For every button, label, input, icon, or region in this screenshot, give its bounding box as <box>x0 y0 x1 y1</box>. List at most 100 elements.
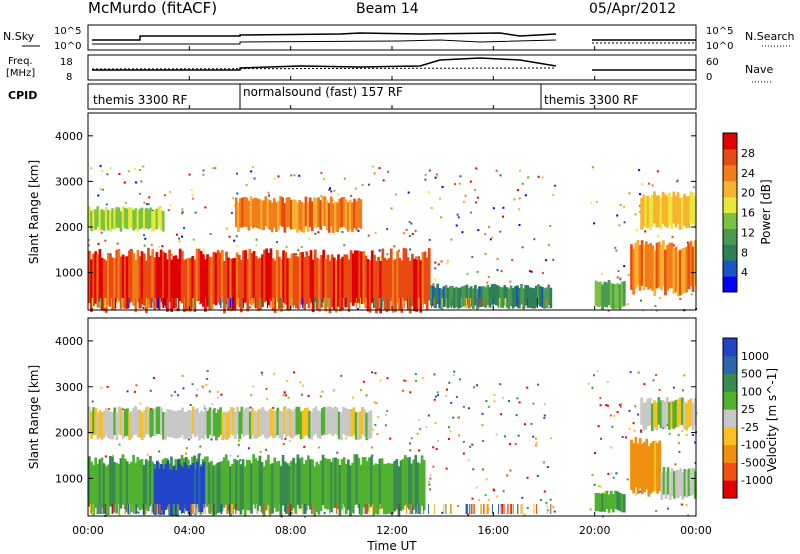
echo-cell <box>113 407 117 435</box>
echo-cell <box>649 243 652 289</box>
echo-cell <box>218 252 222 305</box>
scatter-cell <box>628 427 631 430</box>
echo-cell <box>351 253 355 306</box>
scatter-cell <box>108 408 111 411</box>
echo-cell <box>258 455 262 507</box>
ground-scatter-cell <box>111 504 113 514</box>
scatter-cell <box>603 491 606 494</box>
echo-cell <box>281 454 285 506</box>
scatter-cell <box>597 425 600 428</box>
ground-scatter-cell <box>251 298 253 308</box>
echo-cell <box>210 256 214 310</box>
scatter-cell <box>414 229 417 232</box>
scatter-cell <box>321 390 324 393</box>
scatter-cell <box>457 434 460 437</box>
echo-cell <box>102 463 106 514</box>
scatter-cell <box>610 446 613 449</box>
ground-scatter-cell <box>158 504 160 514</box>
echo-cell <box>243 466 247 517</box>
colorbar-segment <box>723 228 737 245</box>
scatter-cell <box>427 191 430 194</box>
echo-cell <box>140 207 144 229</box>
echo-cell <box>302 463 306 515</box>
echo-cell <box>403 455 407 506</box>
echo-cell <box>117 463 121 515</box>
echo-cell <box>216 462 220 514</box>
echo-cell <box>406 257 410 310</box>
scatter-cell <box>596 370 599 373</box>
echo-cell <box>231 463 234 515</box>
scatter-cell <box>343 244 346 247</box>
echo-cell <box>179 464 182 511</box>
ground-scatter-cell <box>203 504 205 514</box>
echo-cell <box>256 460 260 511</box>
echo-cell <box>596 492 600 512</box>
echo-cell <box>153 469 157 515</box>
echo-cell <box>665 195 669 228</box>
ground-scatter-cell <box>89 504 91 514</box>
echo-cell <box>267 252 271 306</box>
scatter-cell <box>518 197 521 200</box>
echo-cell <box>219 407 222 435</box>
scatter-cell <box>99 164 102 167</box>
scatter-cell <box>616 214 619 217</box>
scatter-cell <box>475 201 478 204</box>
ground-scatter-cell <box>275 298 277 308</box>
echo-cell <box>111 208 114 229</box>
ground-scatter-cell <box>211 504 213 514</box>
ground-scatter-cell <box>214 504 216 514</box>
scatter-cell <box>518 224 521 227</box>
ground-scatter-cell <box>400 298 402 308</box>
colorbar-tick: 100 <box>741 385 762 398</box>
ground-scatter-cell <box>535 504 537 514</box>
scatter-cell <box>377 415 380 418</box>
echo-cell <box>233 257 237 311</box>
echo-cell <box>363 409 366 437</box>
scatter-cell <box>590 201 593 204</box>
power-colorbar-label: Power [dB] <box>759 179 773 244</box>
echo-cell <box>414 455 418 506</box>
echo-cell <box>377 256 380 310</box>
echo-cell <box>130 249 133 302</box>
scatter-cell <box>509 443 512 446</box>
echo-cell <box>683 247 686 294</box>
scatter-cell <box>634 405 637 408</box>
scatter-cell <box>293 371 296 374</box>
echo-cell <box>172 256 176 309</box>
echo-cell <box>547 284 551 306</box>
echo-cell <box>335 407 339 435</box>
ground-scatter-cell <box>294 298 296 308</box>
ground-scatter-cell <box>220 504 222 514</box>
scatter-cell <box>402 379 405 382</box>
ground-scatter-cell <box>311 504 313 514</box>
echo-cell <box>308 197 312 228</box>
echo-cell <box>259 257 262 311</box>
scatter-cell <box>446 259 449 262</box>
ground-scatter-cell <box>235 504 237 514</box>
echo-cell <box>275 202 278 232</box>
colorbar-segment <box>723 164 737 182</box>
ground-scatter-cell <box>524 298 526 308</box>
ground-scatter-cell <box>118 504 120 514</box>
echo-cell <box>136 457 140 508</box>
echo-cell <box>467 287 471 309</box>
scatter-cell <box>651 184 654 187</box>
echo-cell <box>282 250 285 303</box>
echo-cell <box>446 287 450 309</box>
scatter-cell <box>126 390 129 393</box>
scatter-cell <box>255 238 258 241</box>
colorbar-tick: 500 <box>741 368 762 381</box>
scatter-cell <box>187 438 190 441</box>
echo-cell <box>145 207 148 229</box>
echo-cell <box>151 210 155 232</box>
freq-tick-top: 18 <box>60 57 73 68</box>
scatter-cell <box>593 374 596 377</box>
ground-scatter-cell <box>237 298 239 308</box>
scatter-cell <box>606 380 609 383</box>
echo-cell <box>172 465 176 512</box>
echo-cell <box>220 461 224 512</box>
scatter-cell <box>142 234 145 237</box>
echo-cell <box>338 464 342 516</box>
echo-cell <box>301 252 304 305</box>
colorbar-tick: 24 <box>741 167 755 180</box>
